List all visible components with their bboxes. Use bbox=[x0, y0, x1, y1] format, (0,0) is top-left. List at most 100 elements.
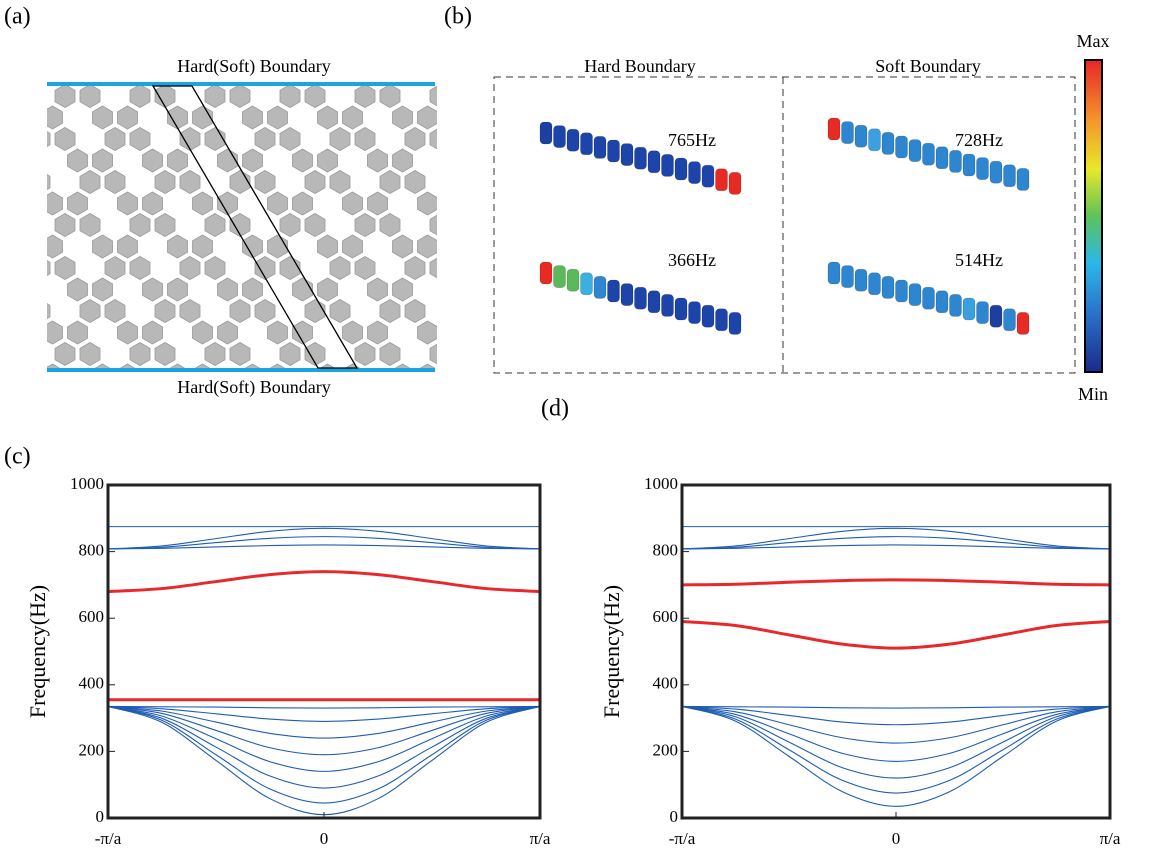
hexagon bbox=[229, 86, 251, 108]
hexagon bbox=[354, 127, 376, 151]
hexagon bbox=[254, 170, 276, 194]
hexagon bbox=[379, 86, 401, 108]
hexagon bbox=[329, 170, 351, 194]
x-tick-label: -π/a bbox=[669, 829, 696, 848]
pillar bbox=[580, 272, 593, 296]
hexagon bbox=[269, 363, 286, 368]
hexagon bbox=[367, 148, 388, 173]
hexagon bbox=[142, 148, 163, 173]
hexagon bbox=[329, 127, 351, 151]
hexagon bbox=[254, 299, 276, 323]
pillar bbox=[827, 117, 841, 141]
band-line bbox=[107, 705, 541, 739]
hexagon bbox=[392, 105, 413, 130]
hexagon bbox=[47, 320, 63, 345]
y-tick-label: 1000 bbox=[644, 474, 678, 493]
hexagon bbox=[367, 191, 388, 216]
pillar bbox=[566, 128, 580, 152]
plot-frame bbox=[680, 483, 1112, 820]
pillar bbox=[989, 160, 1003, 184]
pillar bbox=[1003, 164, 1016, 188]
pillar bbox=[1016, 312, 1030, 335]
hexagon bbox=[429, 343, 437, 365]
pillar bbox=[701, 304, 715, 328]
hexagon bbox=[443, 192, 463, 215]
y-tick-label: 200 bbox=[79, 740, 105, 759]
hexagon bbox=[217, 320, 238, 345]
pillar bbox=[701, 164, 715, 188]
pillar bbox=[607, 279, 620, 303]
pillar bbox=[647, 150, 661, 174]
hexagon bbox=[304, 342, 326, 366]
hexagon bbox=[117, 234, 138, 259]
band-line bbox=[681, 705, 1111, 779]
hexagon bbox=[5, 214, 25, 237]
pillar bbox=[634, 286, 647, 310]
pillar bbox=[962, 153, 976, 177]
hexagon bbox=[18, 106, 38, 129]
hexagon bbox=[217, 191, 238, 216]
band-line bbox=[107, 527, 541, 550]
y-tick-label: 200 bbox=[653, 740, 679, 759]
hexagon bbox=[5, 85, 25, 108]
hexagon bbox=[5, 343, 25, 366]
band-line bbox=[681, 705, 1111, 744]
hexagon bbox=[404, 256, 426, 280]
y-tick-label: 800 bbox=[653, 541, 679, 560]
hexagon bbox=[92, 148, 113, 173]
hexagon bbox=[242, 105, 263, 130]
hexagon bbox=[304, 299, 326, 323]
mode-frequency: 728Hz bbox=[955, 130, 1003, 150]
hexagon bbox=[367, 320, 388, 345]
hexagon bbox=[94, 363, 111, 368]
plot-frame bbox=[106, 483, 542, 820]
hexagon bbox=[104, 127, 126, 151]
hexagon bbox=[267, 105, 288, 130]
mode-frequency: 765Hz bbox=[668, 130, 716, 150]
y-axis-label: Frequency(Hz) bbox=[599, 585, 624, 718]
x-tick-label: 0 bbox=[892, 829, 901, 848]
hexagon bbox=[394, 363, 411, 368]
hexagon bbox=[192, 234, 213, 259]
pillar bbox=[607, 139, 620, 163]
x-tick-label: π/a bbox=[1100, 829, 1121, 848]
colorbar-min: Min bbox=[1078, 384, 1108, 404]
hexagon bbox=[279, 256, 301, 280]
hexagon bbox=[317, 234, 338, 259]
hexagon bbox=[154, 342, 176, 366]
column-title: Soft Boundary bbox=[875, 56, 981, 76]
band-line bbox=[681, 705, 1111, 726]
x-tick-label: π/a bbox=[530, 829, 551, 848]
hexagon bbox=[429, 257, 437, 279]
hexagon bbox=[67, 148, 88, 173]
hexagon bbox=[142, 191, 163, 216]
hexagon bbox=[192, 105, 213, 130]
hexagon bbox=[417, 191, 437, 216]
hexagon bbox=[254, 127, 276, 151]
hexagon bbox=[417, 234, 437, 259]
hexagon bbox=[304, 86, 326, 108]
pillar bbox=[553, 265, 566, 288]
hexagon bbox=[5, 300, 25, 323]
hexagon bbox=[229, 299, 251, 323]
hexagon bbox=[47, 174, 51, 190]
boundary-label: Hard(Soft) Boundary bbox=[177, 377, 330, 398]
band-line bbox=[107, 705, 541, 804]
pillar bbox=[841, 121, 854, 144]
hexagon bbox=[279, 86, 301, 108]
hexagon bbox=[242, 148, 263, 173]
panel-label: (a) bbox=[4, 4, 31, 30]
hexagon bbox=[392, 277, 413, 302]
hexagon bbox=[379, 213, 401, 237]
hexagon bbox=[117, 191, 138, 216]
hexagon bbox=[179, 299, 201, 323]
hexagon bbox=[0, 278, 13, 301]
hexagon bbox=[279, 342, 301, 366]
hexagon bbox=[468, 106, 488, 129]
supercell bbox=[151, 85, 359, 369]
hexagon bbox=[204, 342, 226, 366]
hexagon bbox=[54, 127, 76, 151]
x-tick-label: -π/a bbox=[95, 829, 122, 848]
hexagon bbox=[342, 191, 363, 216]
